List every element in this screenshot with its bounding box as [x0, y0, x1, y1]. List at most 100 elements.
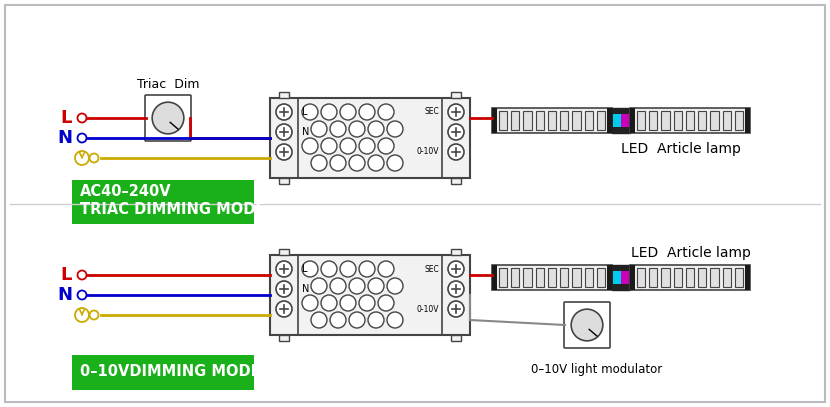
FancyBboxPatch shape	[535, 268, 544, 287]
Circle shape	[321, 104, 337, 120]
Text: SEC: SEC	[424, 107, 439, 116]
Text: L: L	[302, 264, 307, 274]
Text: SEC: SEC	[424, 265, 439, 274]
Circle shape	[340, 261, 356, 277]
FancyBboxPatch shape	[548, 111, 556, 130]
FancyBboxPatch shape	[686, 111, 694, 130]
Circle shape	[330, 312, 346, 328]
Circle shape	[311, 155, 327, 171]
FancyBboxPatch shape	[613, 271, 621, 284]
Circle shape	[349, 312, 365, 328]
Circle shape	[448, 261, 464, 277]
Text: LED  Article lamp: LED Article lamp	[631, 246, 751, 260]
Text: 0-10V: 0-10V	[417, 147, 439, 157]
FancyBboxPatch shape	[72, 355, 254, 390]
FancyBboxPatch shape	[451, 178, 461, 184]
Circle shape	[378, 138, 394, 154]
FancyBboxPatch shape	[451, 92, 461, 98]
Circle shape	[311, 278, 327, 294]
FancyBboxPatch shape	[637, 268, 645, 287]
FancyBboxPatch shape	[723, 111, 730, 130]
FancyBboxPatch shape	[279, 249, 289, 255]
Circle shape	[349, 155, 365, 171]
FancyBboxPatch shape	[279, 92, 289, 98]
FancyBboxPatch shape	[270, 255, 470, 335]
FancyBboxPatch shape	[612, 108, 630, 133]
Circle shape	[340, 138, 356, 154]
Circle shape	[387, 155, 403, 171]
Circle shape	[311, 121, 327, 137]
FancyBboxPatch shape	[621, 271, 629, 284]
FancyBboxPatch shape	[584, 268, 593, 287]
FancyBboxPatch shape	[607, 108, 612, 133]
FancyBboxPatch shape	[5, 5, 825, 402]
Circle shape	[276, 124, 292, 140]
Text: L: L	[61, 266, 72, 284]
FancyBboxPatch shape	[674, 268, 682, 287]
FancyBboxPatch shape	[499, 111, 507, 130]
Text: N: N	[302, 127, 310, 137]
Circle shape	[387, 278, 403, 294]
FancyBboxPatch shape	[492, 265, 497, 290]
FancyBboxPatch shape	[630, 265, 750, 290]
FancyBboxPatch shape	[649, 111, 657, 130]
FancyBboxPatch shape	[535, 111, 544, 130]
FancyBboxPatch shape	[145, 95, 191, 141]
Circle shape	[349, 121, 365, 137]
Text: Triac  Dim: Triac Dim	[137, 78, 199, 91]
Circle shape	[302, 138, 318, 154]
FancyBboxPatch shape	[597, 111, 605, 130]
FancyBboxPatch shape	[492, 265, 612, 290]
FancyBboxPatch shape	[630, 265, 635, 290]
Circle shape	[330, 278, 346, 294]
FancyBboxPatch shape	[621, 114, 629, 127]
Circle shape	[359, 138, 375, 154]
Text: N: N	[57, 129, 72, 147]
Circle shape	[448, 104, 464, 120]
Circle shape	[90, 153, 99, 162]
FancyBboxPatch shape	[607, 265, 612, 290]
FancyBboxPatch shape	[613, 114, 621, 127]
Circle shape	[378, 104, 394, 120]
FancyBboxPatch shape	[560, 111, 569, 130]
Circle shape	[378, 295, 394, 311]
Circle shape	[77, 291, 86, 300]
FancyBboxPatch shape	[723, 268, 730, 287]
FancyBboxPatch shape	[270, 98, 470, 178]
Text: AC40–240V: AC40–240V	[80, 184, 172, 199]
FancyBboxPatch shape	[710, 111, 719, 130]
Circle shape	[330, 155, 346, 171]
Circle shape	[311, 312, 327, 328]
Text: TRIAC DIMMING MODE: TRIAC DIMMING MODE	[80, 203, 266, 217]
Circle shape	[276, 261, 292, 277]
FancyBboxPatch shape	[511, 111, 520, 130]
Circle shape	[368, 155, 384, 171]
FancyBboxPatch shape	[573, 111, 580, 130]
Text: LED  Article lamp: LED Article lamp	[621, 142, 741, 156]
FancyBboxPatch shape	[698, 111, 706, 130]
Circle shape	[368, 312, 384, 328]
FancyBboxPatch shape	[662, 111, 670, 130]
FancyBboxPatch shape	[492, 108, 612, 133]
FancyBboxPatch shape	[686, 268, 694, 287]
Circle shape	[340, 295, 356, 311]
Circle shape	[152, 102, 183, 134]
Circle shape	[378, 261, 394, 277]
FancyBboxPatch shape	[630, 108, 750, 133]
FancyBboxPatch shape	[72, 180, 254, 224]
FancyBboxPatch shape	[524, 268, 532, 287]
FancyBboxPatch shape	[573, 268, 580, 287]
Circle shape	[77, 133, 86, 142]
Circle shape	[448, 144, 464, 160]
FancyBboxPatch shape	[735, 111, 743, 130]
Circle shape	[330, 121, 346, 137]
Circle shape	[321, 138, 337, 154]
FancyBboxPatch shape	[637, 111, 645, 130]
Text: L: L	[61, 109, 72, 127]
FancyBboxPatch shape	[511, 268, 520, 287]
Circle shape	[90, 311, 99, 319]
FancyBboxPatch shape	[279, 178, 289, 184]
FancyBboxPatch shape	[745, 265, 750, 290]
Text: 0–10V light modulator: 0–10V light modulator	[531, 363, 662, 376]
FancyBboxPatch shape	[524, 111, 532, 130]
